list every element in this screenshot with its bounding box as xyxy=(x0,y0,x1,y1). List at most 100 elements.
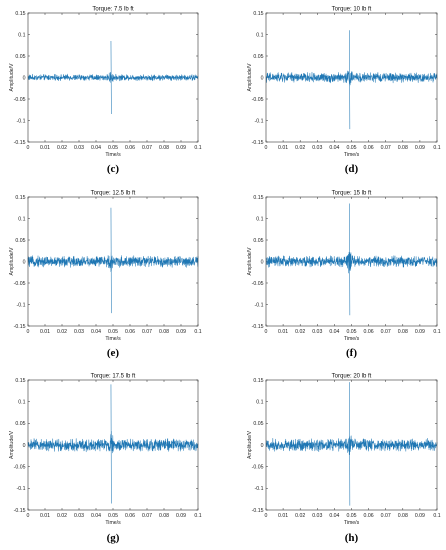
axes-frame xyxy=(265,379,438,511)
chart-title: Torque: 7.5 lb ft xyxy=(92,7,134,13)
y-axis-label: Amplitude/V xyxy=(247,247,253,276)
y-axis-label: Amplitude/V xyxy=(9,63,15,92)
x-tick-label: 0.01 xyxy=(278,145,288,151)
x-tick-label: 0.03 xyxy=(312,329,322,335)
x-tick-label: 0.06 xyxy=(125,145,135,151)
y-axis-label: Amplitude/V xyxy=(247,63,253,92)
y-tick-label: 0.05 xyxy=(253,54,263,60)
y-tick-label: -0.05 xyxy=(252,281,264,287)
x-tick-label: 0.1 xyxy=(433,513,440,519)
x-tick-label: 0.07 xyxy=(142,329,152,335)
y-tick-label: 0.1 xyxy=(256,399,263,405)
y-tick-label: 0.1 xyxy=(256,32,263,38)
x-tick-label: 0.05 xyxy=(108,513,118,519)
x-tick-label: 0.03 xyxy=(74,145,84,151)
x-tick-label: 0.06 xyxy=(364,329,374,335)
chart-panel-2: Torque: 12.5 lb ft 0 0.01 0.02 0.03 0.04 0.05 0… xyxy=(9,191,202,360)
x-tick-label: 0.05 xyxy=(346,513,356,519)
x-tick-label: 0.08 xyxy=(159,145,169,151)
axes-frame xyxy=(265,196,438,327)
x-tick-label: 0.09 xyxy=(176,329,186,335)
y-tick-label: 0.15 xyxy=(15,195,25,201)
x-tick-label: 0 xyxy=(265,145,268,151)
x-axis-label: Time/s xyxy=(105,520,121,526)
x-tick-label: 0.06 xyxy=(364,145,374,151)
chart-title: Torque: 17.5 lb ft xyxy=(91,374,136,380)
x-tick-label: 0.09 xyxy=(415,513,425,519)
x-tick-label: 0.02 xyxy=(57,145,67,151)
y-tick-label: -0.05 xyxy=(14,464,26,470)
y-tick-label: 0.05 xyxy=(253,238,263,244)
y-tick-label: -0.15 xyxy=(14,508,26,514)
y-axis-label: Amplitude/V xyxy=(9,247,15,276)
y-tick-label: 0 xyxy=(261,75,264,81)
y-tick-label: -0.05 xyxy=(14,281,26,287)
signal-trace xyxy=(27,207,199,314)
x-tick-label: 0.02 xyxy=(295,145,305,151)
y-axis-label: Amplitude/V xyxy=(9,430,15,459)
x-tick-label: 0 xyxy=(27,145,30,151)
x-tick-label: 0.06 xyxy=(125,329,135,335)
chart-panel-4: Torque: 17.5 lb ft 0 0.01 0.02 0.03 0.04 0.05 0… xyxy=(9,374,202,545)
chart-title: Torque: 10 lb ft xyxy=(332,7,372,13)
y-tick-label: 0.1 xyxy=(256,216,263,222)
x-tick-label: 0.07 xyxy=(381,329,391,335)
y-tick-label: 0 xyxy=(261,259,264,265)
x-tick-label: 0.04 xyxy=(91,329,101,335)
x-tick-label: 0.08 xyxy=(159,513,169,519)
y-tick-label: -0.05 xyxy=(252,464,264,470)
signal-trace xyxy=(27,40,199,115)
x-tick-label: 0.05 xyxy=(108,145,118,151)
y-tick-label: 0.1 xyxy=(18,216,25,222)
x-tick-label: 0.03 xyxy=(312,145,322,151)
y-tick-label: 0.05 xyxy=(15,54,25,60)
x-tick-label: 0.01 xyxy=(278,513,288,519)
y-tick-label: 0.1 xyxy=(18,32,25,38)
chart-panel-0: Torque: 7.5 lb ft 0 0.01 0.02 0.03 0.04 0.05 0.… xyxy=(9,7,202,176)
y-tick-label: 0.05 xyxy=(15,238,25,244)
x-tick-label: 0.05 xyxy=(346,145,356,151)
signal-trace xyxy=(265,203,438,316)
y-axis-label: Amplitude/V xyxy=(247,430,253,459)
y-tick-label: 0 xyxy=(23,75,26,81)
x-tick-label: 0.09 xyxy=(415,329,425,335)
x-tick-label: 0.06 xyxy=(364,513,374,519)
x-tick-label: 0.03 xyxy=(312,513,322,519)
x-tick-label: 0.07 xyxy=(142,145,152,151)
x-tick-label: 0.1 xyxy=(433,145,440,151)
y-tick-label: -0.15 xyxy=(252,140,264,146)
signal-trace xyxy=(265,382,438,506)
x-tick-label: 0.02 xyxy=(57,329,67,335)
y-tick-label: 0.1 xyxy=(18,399,25,405)
panel-caption: (c) xyxy=(107,163,120,175)
x-tick-label: 0.07 xyxy=(142,513,152,519)
y-tick-label: 0.15 xyxy=(253,195,263,201)
x-tick-label: 0.03 xyxy=(74,329,84,335)
x-tick-label: 0.03 xyxy=(74,513,84,519)
y-tick-label: 0.15 xyxy=(253,378,263,384)
y-tick-label: -0.1 xyxy=(255,118,264,124)
y-tick-label: -0.05 xyxy=(252,97,264,103)
y-tick-label: -0.1 xyxy=(255,302,264,308)
y-tick-label: -0.15 xyxy=(14,324,26,330)
y-tick-label: 0 xyxy=(23,443,26,449)
chart-panel-5: Torque: 20 lb ft 0 0.01 0.02 0.03 0.04 0.05 0.0… xyxy=(247,374,441,545)
y-tick-label: 0 xyxy=(23,259,26,265)
x-tick-label: 0.02 xyxy=(57,513,67,519)
x-axis-label: Time/s xyxy=(105,152,121,158)
panel-caption: (e) xyxy=(107,347,120,359)
chart-title: Torque: 15 lb ft xyxy=(332,191,372,197)
y-tick-label: -0.05 xyxy=(14,97,26,103)
panel-caption: (f) xyxy=(346,347,357,359)
x-tick-label: 0.04 xyxy=(329,329,339,335)
x-tick-label: 0.01 xyxy=(278,329,288,335)
y-tick-label: -0.1 xyxy=(17,118,26,124)
x-tick-label: 0.07 xyxy=(381,145,391,151)
x-tick-label: 0.1 xyxy=(194,513,201,519)
y-tick-label: -0.15 xyxy=(252,508,264,514)
x-tick-label: 0 xyxy=(265,513,268,519)
y-tick-label: -0.1 xyxy=(17,302,26,308)
x-tick-label: 0.09 xyxy=(176,513,186,519)
x-tick-label: 0.09 xyxy=(415,145,425,151)
x-tick-label: 0.08 xyxy=(398,513,408,519)
